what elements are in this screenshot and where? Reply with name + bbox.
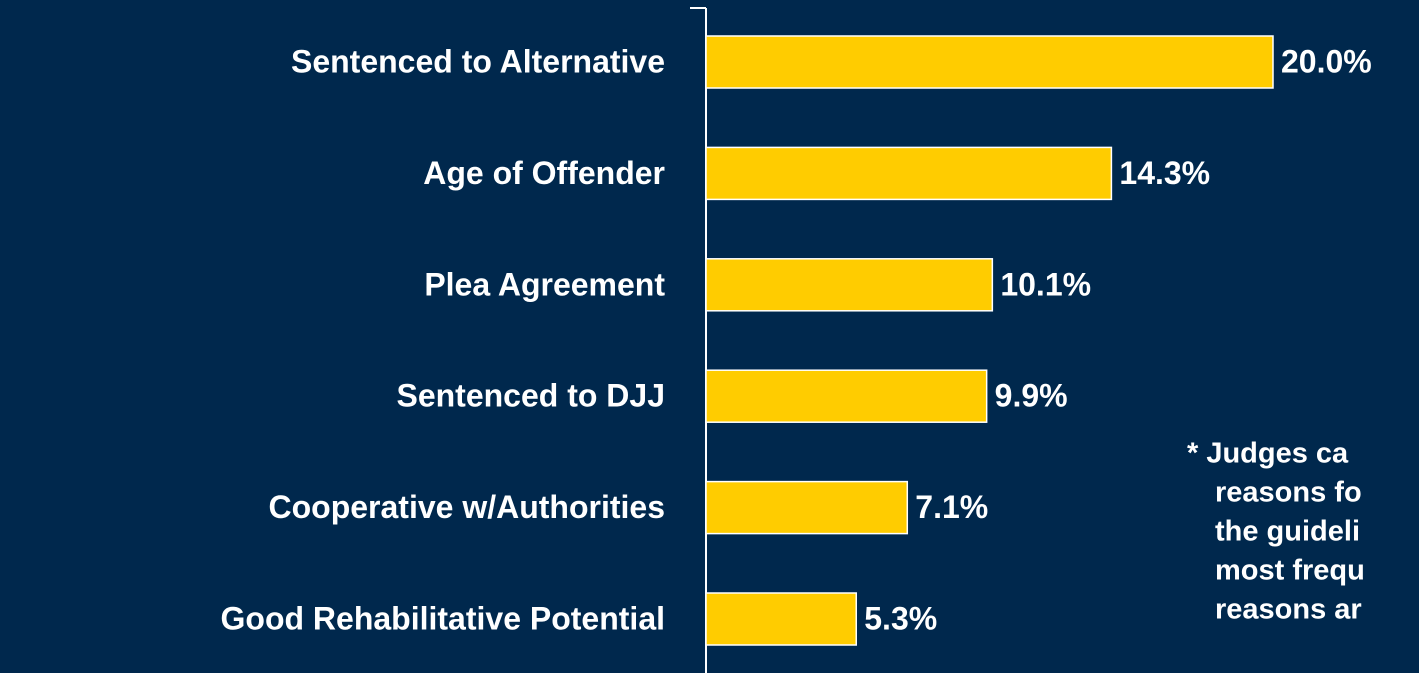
category-label: Plea Agreement	[424, 266, 665, 302]
value-label: 20.0%	[1281, 43, 1372, 79]
value-label: 9.9%	[995, 378, 1068, 414]
value-label: 10.1%	[1000, 266, 1091, 302]
bar	[705, 35, 1274, 89]
bar	[705, 592, 858, 646]
bar	[705, 146, 1113, 201]
note-line: the guideli	[1215, 516, 1360, 548]
value-label: 14.3%	[1119, 155, 1210, 191]
note-line: reasons ar	[1215, 594, 1362, 626]
category-label: Age of Offender	[423, 155, 665, 191]
bar	[705, 258, 994, 312]
note-line: most frequ	[1215, 555, 1365, 587]
bar	[705, 369, 988, 423]
category-label: Cooperative w/Authorities	[269, 489, 666, 525]
category-label: Good Rehabilitative Potential	[221, 600, 666, 636]
category-label: Sentenced to Alternative	[291, 43, 665, 79]
note-line: * Judges ca	[1187, 438, 1349, 470]
value-label: 7.1%	[915, 489, 988, 525]
note-line: reasons fo	[1215, 477, 1362, 509]
value-label: 5.3%	[864, 600, 937, 636]
category-label: Sentenced to DJJ	[396, 378, 665, 414]
bar	[705, 480, 909, 535]
